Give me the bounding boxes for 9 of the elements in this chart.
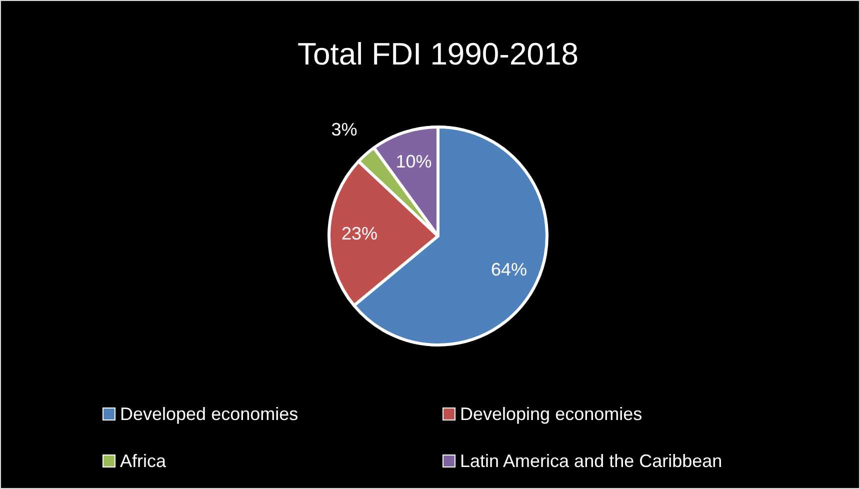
legend-label: Latin America and the Caribbean: [460, 451, 722, 471]
legend-label: Developing economies: [460, 404, 642, 424]
legend-label: Africa: [120, 451, 167, 471]
data-label: 3%: [331, 120, 358, 140]
data-label: 23%: [342, 224, 378, 244]
legend-label: Developed economies: [120, 404, 298, 424]
data-label: 10%: [396, 151, 432, 172]
chart-title: Total FDI 1990-2018: [298, 36, 578, 72]
data-label: 64%: [490, 259, 528, 280]
